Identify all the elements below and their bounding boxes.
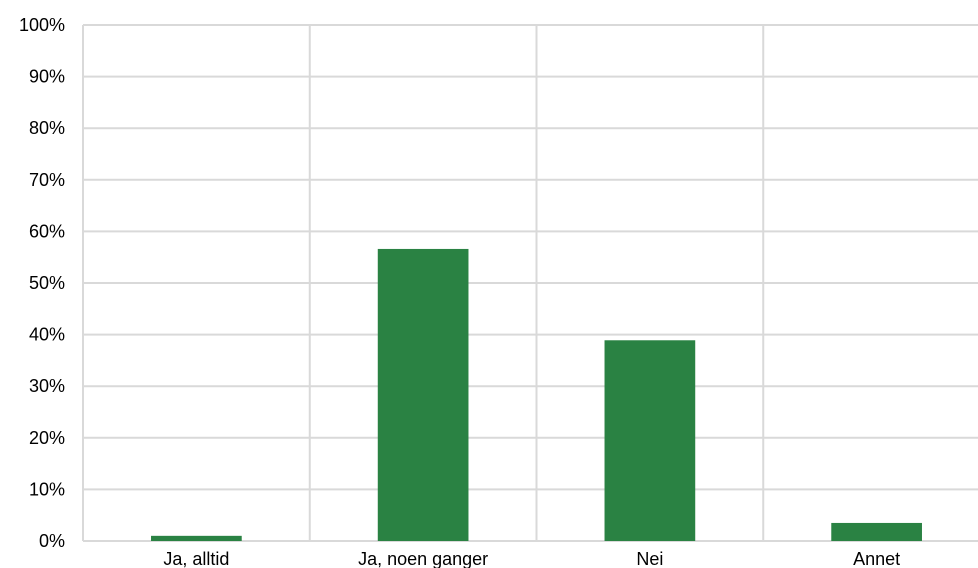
x-tick-label: Ja, alltid xyxy=(163,549,229,568)
y-tick-label: 30% xyxy=(29,376,65,396)
y-axis-labels: 0% 10% 20% 30% 40% 50% 60% 70% 80% 90% 100% xyxy=(19,15,65,551)
y-tick-label: 100% xyxy=(19,15,65,35)
y-tick-label: 0% xyxy=(39,531,65,551)
chart-bars xyxy=(151,248,922,541)
y-tick-label: 60% xyxy=(29,221,65,241)
y-tick-label: 40% xyxy=(29,325,65,345)
x-axis-labels: Ja, alltid Ja, noen ganger Nei Annet xyxy=(163,549,900,568)
y-tick-label: 90% xyxy=(29,67,65,87)
y-tick-label: 50% xyxy=(29,273,65,293)
chart-grid xyxy=(82,24,978,542)
bar xyxy=(151,535,242,541)
bar xyxy=(377,248,469,541)
x-tick-label: Nei xyxy=(636,549,663,568)
x-tick-label: Annet xyxy=(853,549,900,568)
y-tick-label: 10% xyxy=(29,479,65,499)
bar xyxy=(604,340,696,541)
bar xyxy=(831,522,922,541)
y-tick-label: 70% xyxy=(29,170,65,190)
x-tick-label: Ja, noen ganger xyxy=(358,549,488,568)
y-tick-label: 20% xyxy=(29,428,65,448)
y-tick-label: 80% xyxy=(29,118,65,138)
